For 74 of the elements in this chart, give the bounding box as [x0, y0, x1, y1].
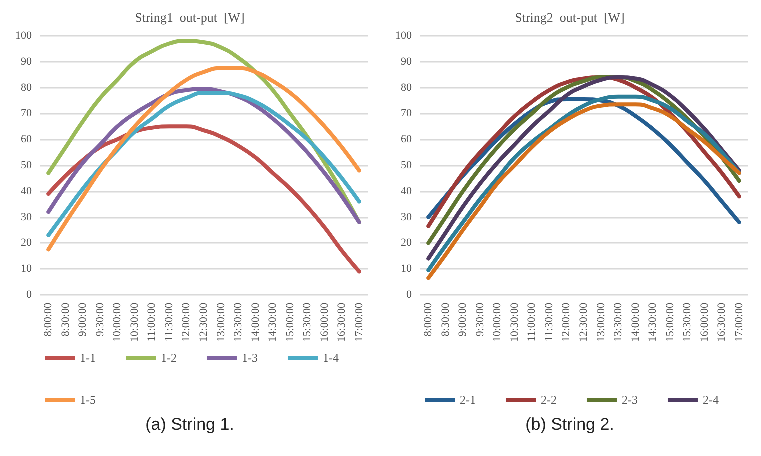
- x-tick-label: 11:30:00: [543, 302, 556, 342]
- x-tick-label: 11:00:00: [526, 302, 538, 342]
- x-tick-label: 8:00:00: [42, 302, 55, 337]
- x-tick-label: 10:00:00: [112, 302, 124, 342]
- y-tick-label: 0: [26, 289, 32, 301]
- legend-label: 2-2: [540, 393, 557, 407]
- y-tick-label: 20: [21, 237, 32, 250]
- y-tick-label: 80: [21, 82, 32, 94]
- x-tick-label: 8:30:00: [440, 302, 452, 337]
- y-tick-label: 50: [401, 160, 412, 172]
- x-tick-label: 11:00:00: [146, 302, 158, 342]
- y-tick-label: 90: [21, 56, 32, 68]
- legend-label: 2-4: [702, 393, 719, 407]
- legend-label: 1-2: [160, 351, 177, 365]
- legend-label: 1-1: [80, 351, 96, 365]
- x-tick-label: 13:00:00: [595, 302, 608, 342]
- x-tick-label: 14:00:00: [250, 302, 262, 342]
- y-tick-label: 70: [401, 108, 412, 120]
- y-tick-label: 40: [21, 185, 32, 198]
- y-tick-label: 0: [406, 289, 412, 301]
- x-tick-label: 8:00:00: [422, 302, 435, 337]
- y-tick-label: 10: [21, 263, 32, 276]
- x-tick-label: 17:00:00: [353, 302, 366, 342]
- x-tick-label: 16:30:00: [336, 302, 348, 342]
- y-tick-label: 100: [16, 30, 32, 42]
- x-tick-label: 9:00:00: [457, 302, 470, 337]
- chart-title: String2 out-put [W]: [515, 10, 625, 25]
- x-tick-label: 10:30:00: [508, 302, 521, 342]
- y-tick-label: 10: [401, 263, 412, 276]
- x-tick-label: 13:30:00: [232, 302, 245, 342]
- legend-label: 1-5: [80, 393, 96, 407]
- x-tick-label: 12:00:00: [180, 302, 193, 342]
- x-tick-label: 12:00:00: [560, 302, 573, 342]
- legend-label: 1-3: [242, 351, 258, 365]
- x-tick-label: 11:30:00: [163, 302, 176, 342]
- x-tick-label: 15:30:00: [682, 302, 694, 342]
- chart-title: String1 out-put [W]: [135, 10, 245, 25]
- x-tick-label: 15:00:00: [664, 302, 676, 342]
- y-tick-label: 100: [396, 30, 412, 42]
- x-tick-label: 15:00:00: [284, 302, 296, 342]
- legend-label: 1-4: [322, 351, 339, 365]
- legend-label: 2-3: [622, 393, 638, 407]
- y-tick-label: 40: [401, 185, 412, 198]
- y-tick-label: 30: [21, 211, 32, 224]
- y-tick-label: 30: [401, 211, 412, 224]
- x-tick-label: 9:30:00: [94, 302, 106, 337]
- x-tick-label: 13:30:00: [612, 302, 625, 342]
- x-tick-label: 10:30:00: [128, 302, 141, 342]
- y-tick-label: 70: [21, 108, 32, 120]
- x-tick-label: 14:30:00: [647, 302, 660, 342]
- x-tick-label: 14:30:00: [267, 302, 280, 342]
- line-series: [46, 66, 362, 252]
- y-tick-label: 60: [401, 134, 412, 146]
- x-tick-label: 16:30:00: [716, 302, 728, 342]
- y-tick-label: 50: [21, 160, 32, 172]
- legend-label: 2-1: [460, 393, 476, 407]
- x-tick-label: 14:00:00: [630, 302, 642, 342]
- x-tick-label: 16:00:00: [698, 302, 711, 342]
- y-tick-label: 90: [401, 56, 412, 68]
- y-tick-label: 60: [21, 134, 32, 146]
- x-tick-label: 12:30:00: [198, 302, 210, 342]
- text: (b) String 2.: [524, 415, 616, 435]
- x-tick-label: 12:30:00: [578, 302, 590, 342]
- y-tick-label: 80: [401, 82, 412, 94]
- text: (a) String 1.: [144, 415, 236, 435]
- x-tick-label: 16:00:00: [318, 302, 331, 342]
- x-tick-label: 8:30:00: [60, 302, 72, 337]
- y-tick-label: 20: [401, 237, 412, 250]
- x-tick-label: 17:00:00: [733, 302, 746, 342]
- x-tick-label: 13:00:00: [215, 302, 228, 342]
- x-tick-label: 9:00:00: [77, 302, 90, 337]
- x-tick-label: 10:00:00: [492, 302, 504, 342]
- x-tick-label: 15:30:00: [302, 302, 314, 342]
- x-tick-label: 9:30:00: [474, 302, 486, 337]
